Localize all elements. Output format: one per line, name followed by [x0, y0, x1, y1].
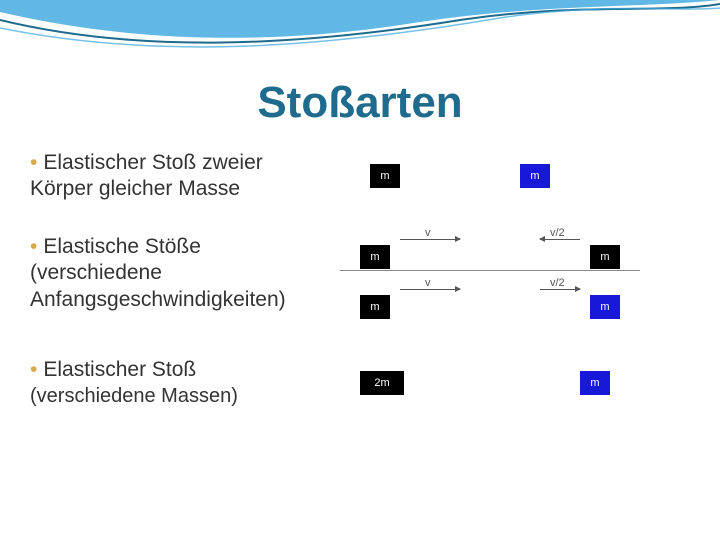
- mass-box: 2m: [360, 371, 404, 395]
- bullet-icon: •: [30, 235, 37, 258]
- diagram: m m: [330, 157, 650, 195]
- content-area: •Elastischer Stoß zweier Körper gleicher…: [30, 150, 690, 433]
- diagram: 2m m: [330, 364, 650, 402]
- bullet-row: •Elastischer Stoß (verschiedene Massen) …: [30, 357, 690, 410]
- arrow-icon: [540, 239, 580, 240]
- velocity-label: v: [425, 227, 431, 239]
- velocity-label: v/2: [550, 277, 565, 289]
- mass-box: m: [590, 295, 620, 319]
- bullet-text: • Elastischer Stoß (verschiedene Massen): [30, 357, 330, 410]
- diagram: v v/2 m m v v/2 m m: [330, 227, 650, 321]
- velocity-label: v: [425, 277, 431, 289]
- bullet-label-suffix: (verschiedene Massen): [30, 385, 238, 407]
- header-wave: [0, 0, 720, 80]
- arrow-icon: [400, 289, 460, 290]
- bullet-row: •Elastische Stöße (verschiedene Anfangsg…: [30, 227, 690, 321]
- bullet-text: •Elastischer Stoß zweier Körper gleicher…: [30, 150, 330, 203]
- bullet-label: Elastische Stöße (verschiedene Anfangsge…: [30, 235, 286, 311]
- bullet-icon: •: [30, 358, 37, 381]
- bullet-label-prefix: Elastischer Stoß: [43, 358, 196, 381]
- page-title: Stoßarten: [0, 78, 720, 128]
- mass-box: m: [360, 295, 390, 319]
- mass-box: m: [370, 164, 400, 188]
- arrow-icon: [540, 289, 580, 290]
- arrow-icon: [400, 239, 460, 240]
- bullet-row: •Elastischer Stoß zweier Körper gleicher…: [30, 150, 690, 203]
- mass-box: m: [360, 245, 390, 269]
- bullet-label: Elastischer Stoß zweier Körper gleicher …: [30, 151, 263, 200]
- bullet-text: •Elastische Stöße (verschiedene Anfangsg…: [30, 234, 330, 313]
- mass-box: m: [580, 371, 610, 395]
- bullet-icon: •: [30, 151, 37, 174]
- velocity-label: v/2: [550, 227, 565, 239]
- ground-line: [340, 270, 640, 271]
- mass-box: m: [520, 164, 550, 188]
- mass-box: m: [590, 245, 620, 269]
